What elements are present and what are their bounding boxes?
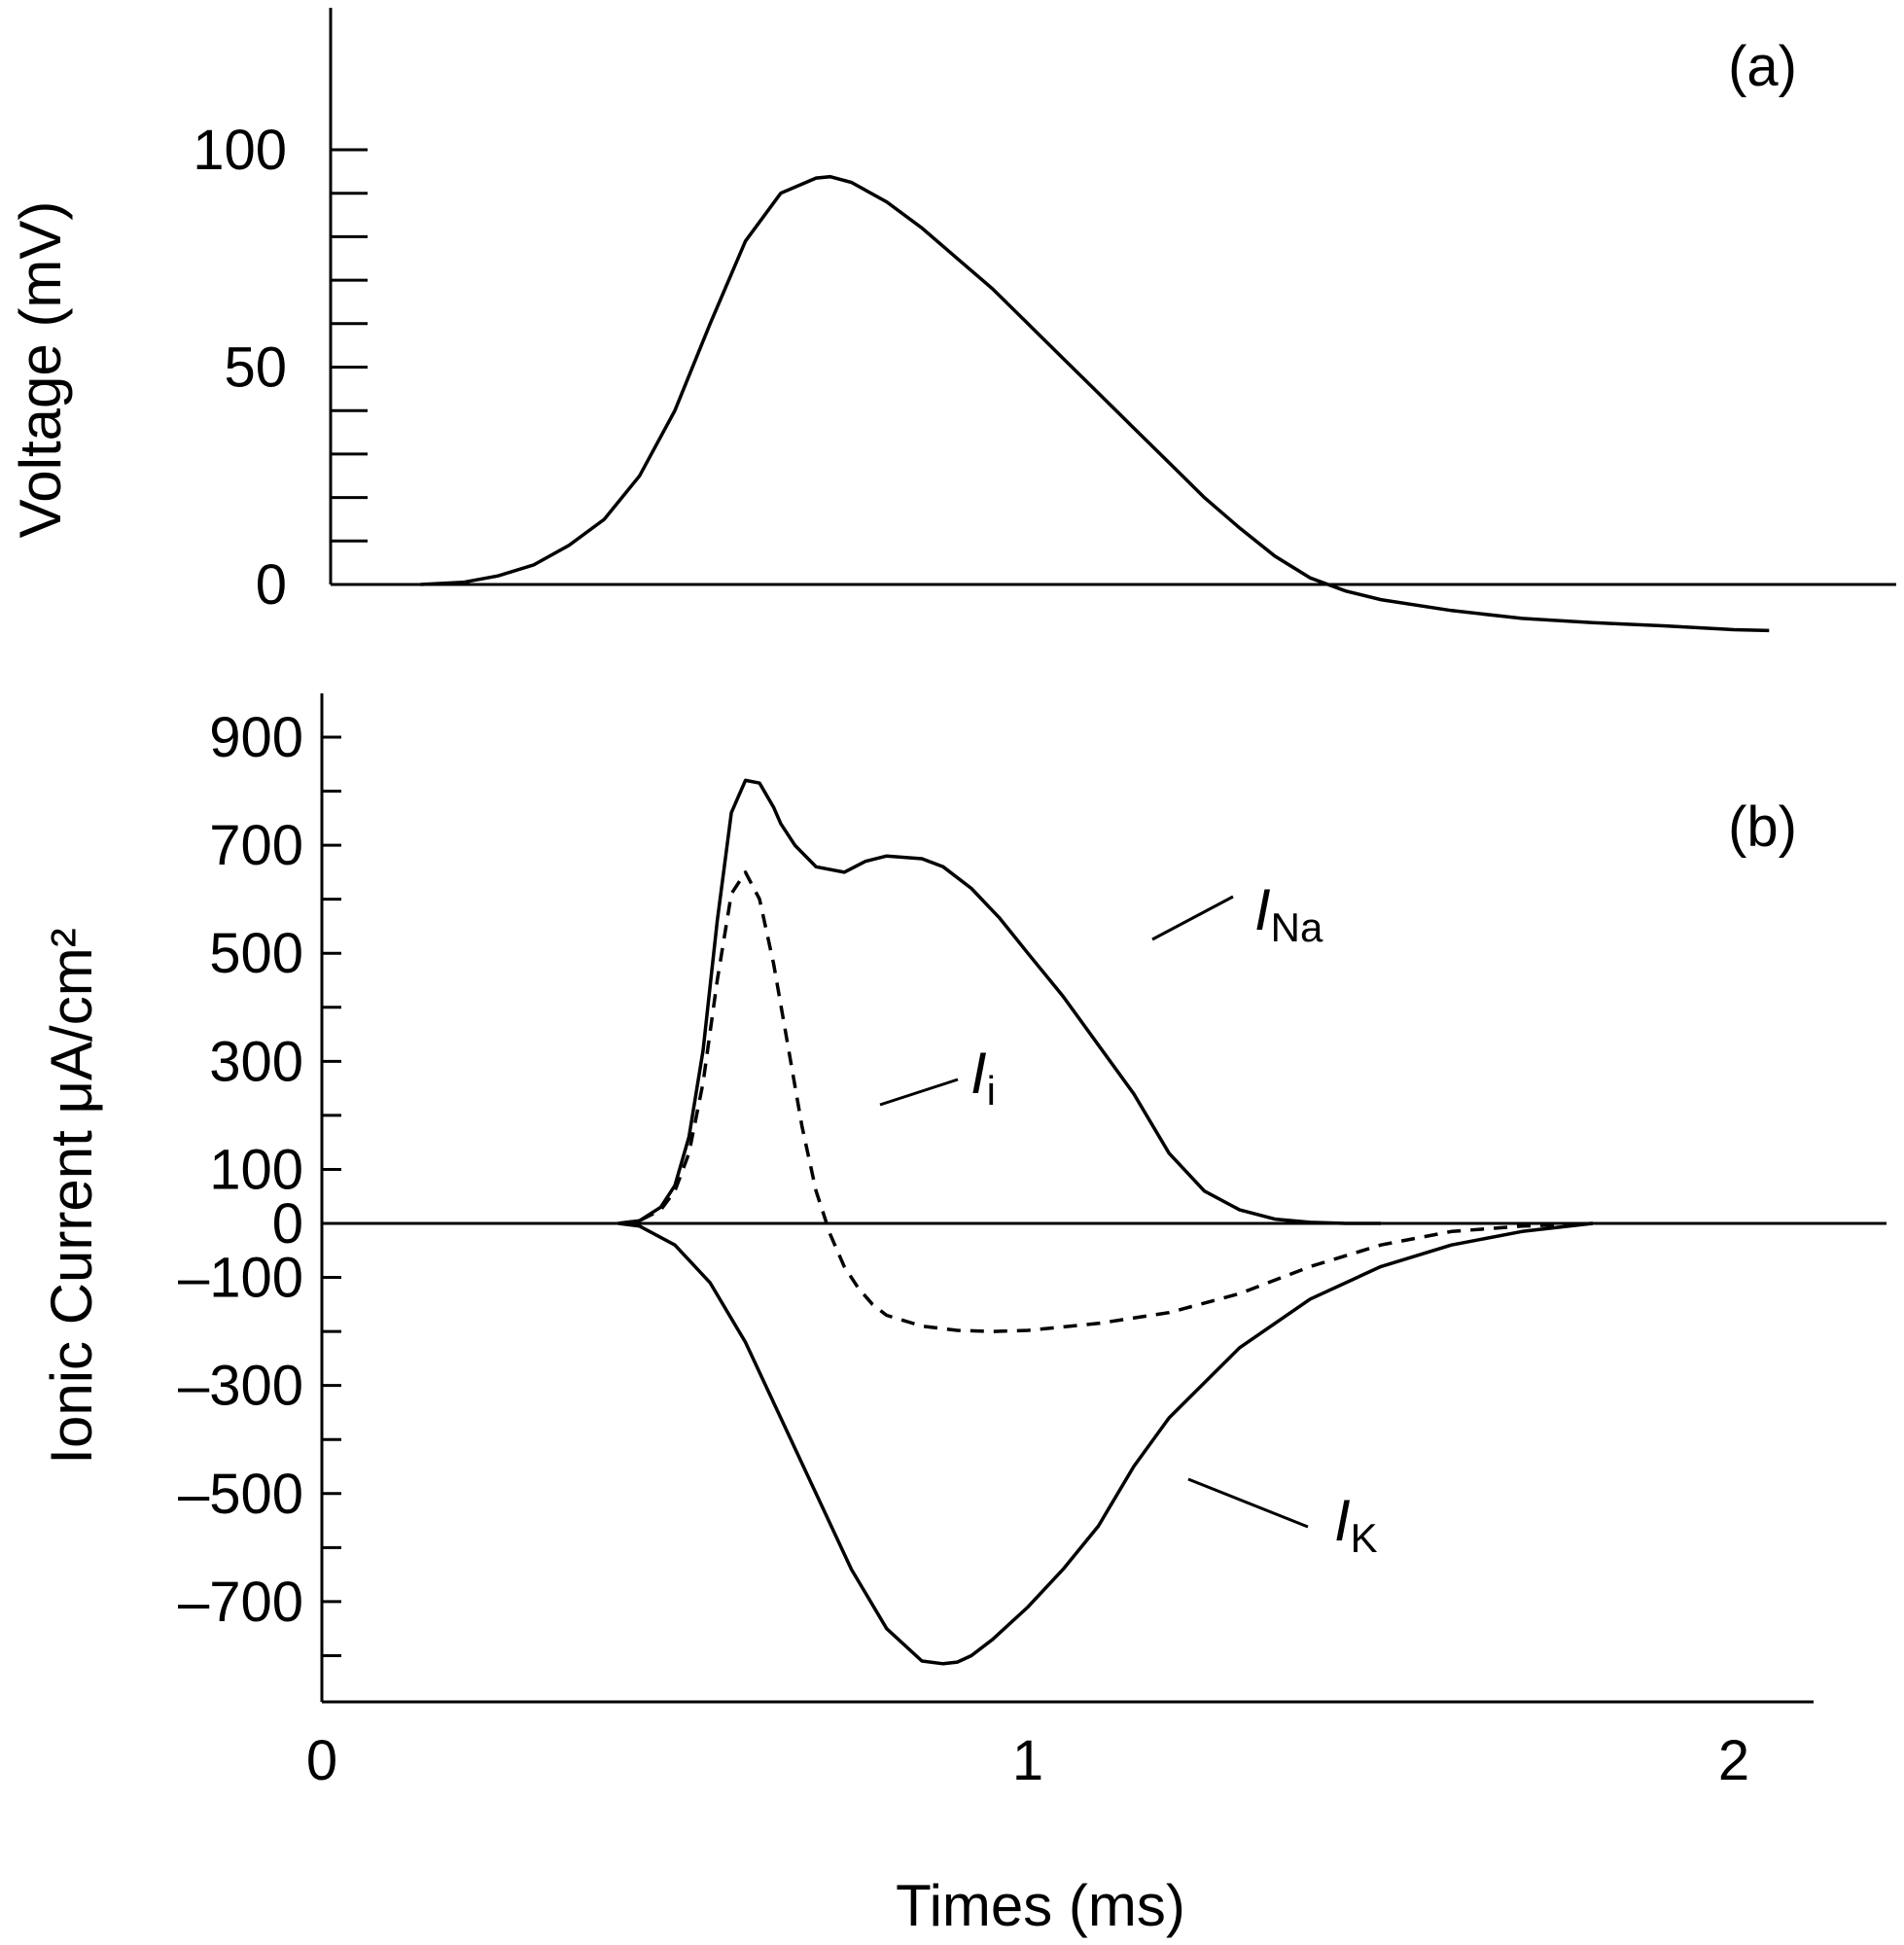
ii-curve (617, 870, 1593, 1333)
ii-label-main: I (970, 1041, 987, 1106)
ik-label-sub: K (1351, 1515, 1378, 1561)
voltage-curve (420, 174, 1770, 633)
ina-leader-line (1151, 895, 1234, 941)
current-y-tick-label-8: –500 (178, 1463, 303, 1526)
ik-label-main: I (1334, 1488, 1351, 1553)
ina-label-sub: Na (1271, 904, 1323, 950)
current-y-tick-label-4: 100 (209, 1138, 303, 1201)
current-y-tick-label-6: –100 (178, 1247, 303, 1310)
time-x-tick-label-2: 2 (1718, 1729, 1749, 1792)
voltage-y-ticks (331, 148, 368, 586)
current-curves (617, 778, 1593, 1666)
current-y-ticks (322, 735, 341, 1657)
voltage-panel: 0 50 100 (a) Voltage (mV) (8, 8, 1896, 633)
ik-curve (617, 1221, 1593, 1666)
current-y-tick-label-3: 300 (209, 1030, 303, 1093)
ina-curve-label: INa (1254, 877, 1323, 950)
time-x-tick-label-0: 0 (306, 1729, 337, 1792)
current-y-tick-label-7: –300 (178, 1355, 303, 1418)
ina-curve (617, 778, 1381, 1225)
voltage-y-tick-label-0: 0 (256, 553, 287, 617)
ina-label-main: I (1254, 877, 1271, 942)
ii-curve-label: Ii (970, 1041, 996, 1114)
time-x-axis-title: Times (ms) (896, 1873, 1185, 1938)
time-x-tick-label-1: 1 (1012, 1729, 1043, 1792)
voltage-y-tick-label-2: 100 (193, 119, 287, 182)
ik-curve-label: IK (1334, 1488, 1378, 1561)
current-y-tick-label-1: 700 (209, 814, 303, 877)
current-y-axis-title: Ionic Current μA/cm² (39, 928, 104, 1464)
ii-leader-line (879, 1078, 959, 1107)
ionic-panel-label: (b) (1728, 796, 1797, 859)
current-y-tick-label-9: –700 (178, 1571, 303, 1634)
ii-label-sub: i (987, 1068, 996, 1114)
current-y-tick-label-2: 500 (209, 922, 303, 985)
voltage-y-tick-labels: 0 50 100 (193, 119, 287, 617)
current-y-tick-label-5: 0 (272, 1192, 303, 1255)
voltage-y-tick-label-1: 50 (224, 336, 287, 400)
current-y-tick-label-0: 900 (209, 706, 303, 769)
voltage-panel-label: (a) (1728, 35, 1797, 98)
ik-leader-line (1187, 1477, 1309, 1529)
voltage-y-axis-title: Voltage (mV) (8, 201, 73, 539)
time-x-tick-labels: 0 1 2 (306, 1729, 1749, 1792)
